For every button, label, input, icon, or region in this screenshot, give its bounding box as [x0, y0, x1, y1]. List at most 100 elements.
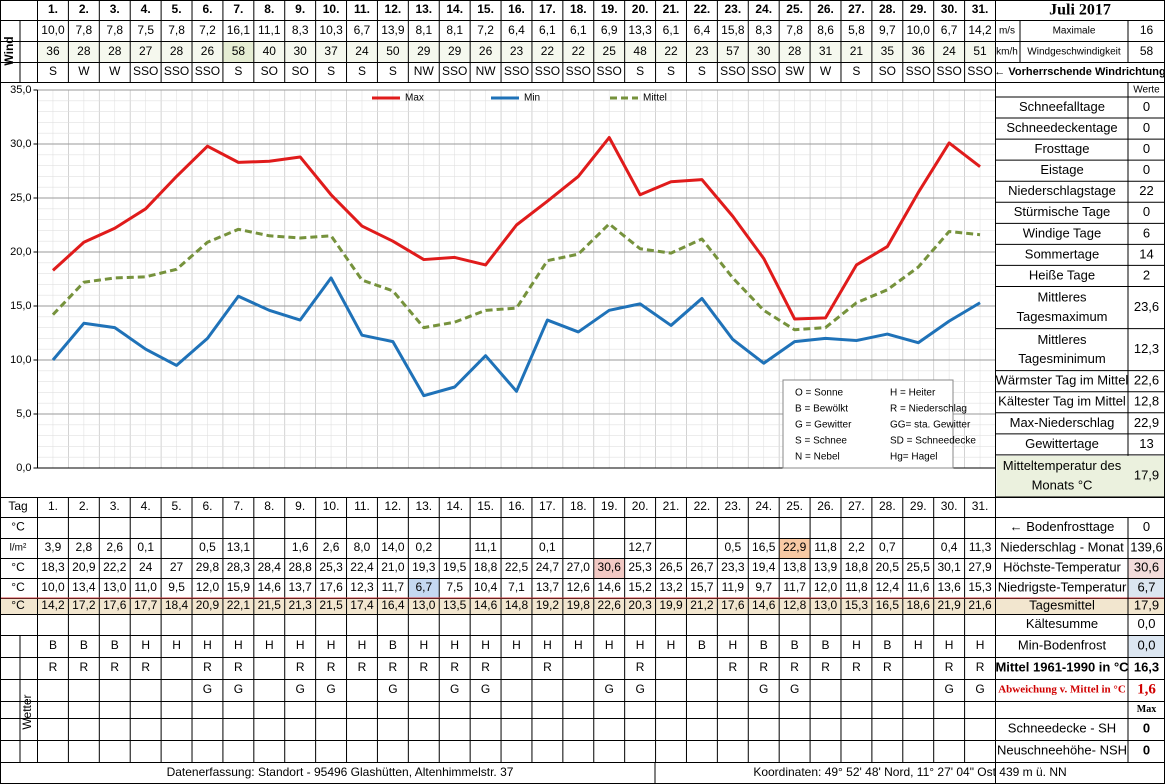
stats-value: 12,3 — [1134, 341, 1159, 356]
y-tick-label: 15,0 — [10, 300, 31, 312]
stats-value: 17,9 — [1134, 467, 1159, 482]
temperature-cell: 23,3 — [721, 560, 745, 574]
precipitation-cell: 2,6 — [323, 540, 340, 554]
wind-kmh: 28 — [77, 44, 91, 58]
summary-value: 6,7 — [1137, 579, 1155, 594]
day-label: 19. — [601, 499, 618, 513]
max-wind-label: Maximale — [1053, 26, 1096, 37]
wind-kmh: 21 — [850, 44, 864, 58]
weather-cell: B — [883, 638, 891, 652]
day-header: 6. — [202, 2, 212, 16]
summary-value: 0 — [1143, 742, 1150, 757]
stats-value: 14 — [1139, 246, 1153, 261]
weather-cell: R — [419, 660, 428, 674]
weather-cell: G — [790, 682, 799, 696]
day-header: 5. — [172, 2, 182, 16]
summary-value: Max — [1137, 704, 1156, 715]
temperature-cell: 11,8 — [845, 580, 868, 594]
summary-value: 16,3 — [1134, 659, 1159, 674]
temperature-cell: 10,0 — [41, 580, 65, 594]
weather-cell: G — [605, 682, 614, 696]
row-band — [0, 598, 996, 614]
day-label: 27. — [848, 499, 865, 513]
stats-value: 0 — [1143, 162, 1150, 177]
temperature-cell: 11,9 — [722, 580, 745, 594]
day-label: 1. — [48, 499, 58, 513]
stats-label: Windige Tage — [1023, 225, 1102, 240]
wind-direction: S — [389, 64, 397, 78]
temperature-cell: 14,6 — [598, 580, 622, 594]
weather-cell: R — [234, 660, 243, 674]
wind-kmh: 50 — [386, 44, 400, 58]
weather-cell: R — [883, 660, 892, 674]
precipitation-cell: 0,5 — [199, 540, 216, 554]
day-label: 2. — [79, 499, 89, 513]
day-label: 21. — [663, 499, 680, 513]
temperature-cell: 19,9 — [659, 598, 683, 612]
wind-kmh: 28 — [108, 44, 122, 58]
weather-cell: R — [389, 660, 398, 674]
row-label: l/m² — [10, 543, 27, 554]
wind-direction: SSO — [936, 64, 961, 78]
stats-value: 2 — [1143, 267, 1150, 282]
day-label: 13. — [415, 499, 432, 513]
legend-label: Mittel — [643, 93, 667, 104]
stats-label: Mittleres — [1037, 290, 1087, 305]
weather-cell: G — [203, 682, 212, 696]
row-label: °C — [11, 580, 25, 594]
day-label: 11. — [354, 499, 370, 513]
temperature-cell: 17,4 — [350, 598, 374, 612]
temperature-cell: 24,7 — [536, 560, 560, 574]
wind-ms: 7,2 — [477, 23, 494, 37]
wind-kmh: 28 — [170, 44, 184, 58]
wind-ms: 7,5 — [137, 23, 154, 37]
temperature-cell: 25,3 — [628, 560, 652, 574]
highlight-cell — [1128, 558, 1165, 578]
highlight-cell — [408, 578, 440, 598]
weather-cell: R — [327, 660, 336, 674]
code-legend-item: H = Heiter — [890, 388, 936, 399]
weather-cell: H — [512, 638, 521, 652]
stats-label: Niederschlagstage — [1008, 183, 1116, 198]
summary-label: Tagesmittel — [1029, 597, 1095, 612]
day-header: 13. — [415, 2, 432, 16]
weather-cell: B — [80, 638, 88, 652]
weather-cell: R — [759, 660, 768, 674]
temperature-cell: 26,5 — [659, 560, 683, 574]
wind-kmh: 30 — [293, 44, 307, 58]
stats-label: Eistage — [1040, 162, 1083, 177]
row-band — [996, 455, 1165, 497]
wind-direction: SW — [785, 64, 805, 78]
wind-direction: SSO — [967, 64, 992, 78]
day-header: 9. — [295, 2, 305, 16]
wind-kmh: 26 — [479, 44, 493, 58]
temperature-cell: 21,6 — [968, 598, 992, 612]
day-label: 12. — [385, 499, 402, 513]
wind-direction: SSO — [535, 64, 560, 78]
code-legend-item: S = Schnee — [795, 436, 847, 447]
weather-cell: G — [296, 682, 305, 696]
stats-value: 22,9 — [1134, 415, 1159, 430]
temperature-cell: 15,3 — [845, 598, 869, 612]
wind-ms: 6,1 — [663, 23, 680, 37]
temperature-cell: 17,7 — [134, 598, 158, 612]
code-legend-box — [782, 379, 954, 469]
temperature-cell: 15,2 — [628, 580, 652, 594]
wind-direction: S — [358, 64, 366, 78]
temperature-cell: 7,5 — [446, 580, 463, 594]
precipitation-cell: 0,1 — [137, 540, 154, 554]
temperature-cell: 6,7 — [415, 580, 432, 594]
highlight-cell — [779, 538, 811, 558]
wind-ms: 6,7 — [941, 23, 958, 37]
weather-cell: H — [450, 638, 459, 652]
temperature-cell: 13,0 — [412, 598, 436, 612]
max-wind-value: 58 — [1140, 44, 1154, 58]
summary-value: 0 — [1143, 519, 1150, 534]
temperature-cell: 13,7 — [288, 580, 312, 594]
precipitation-cell: 8,0 — [354, 540, 371, 554]
day-label: 31. — [972, 499, 989, 513]
footer-left: Datenerfassung: Standort - 95496 Glashüt… — [167, 765, 514, 779]
stats-label: Sommertage — [1025, 246, 1099, 261]
wind-direction: NW — [476, 64, 497, 78]
